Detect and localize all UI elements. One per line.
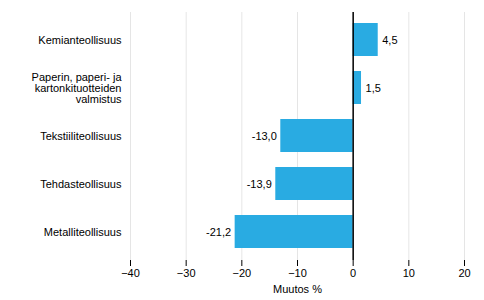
svg-text:−30: −30	[177, 267, 196, 279]
svg-text:−10: −10	[288, 267, 307, 279]
svg-text:20: 20	[458, 267, 470, 279]
svg-text:Tehdasteollisuus: Tehdasteollisuus	[40, 178, 122, 190]
svg-text:-13,0: -13,0	[252, 130, 277, 142]
svg-text:0: 0	[350, 267, 356, 279]
svg-text:Paperin, paperi- jakartonkituo: Paperin, paperi- jakartonkituotteidenval…	[32, 71, 123, 105]
svg-text:1,5: 1,5	[366, 82, 381, 94]
svg-text:-21,2: -21,2	[206, 226, 231, 238]
svg-text:Muutos %: Muutos %	[273, 283, 322, 295]
svg-text:Metalliteollisuus: Metalliteollisuus	[44, 226, 122, 238]
svg-text:−20: −20	[232, 267, 251, 279]
svg-text:−40: −40	[121, 267, 140, 279]
svg-text:Kemianteollisuus: Kemianteollisuus	[38, 34, 122, 46]
svg-text:-13,9: -13,9	[247, 178, 272, 190]
svg-text:4,5: 4,5	[382, 34, 397, 46]
svg-text:10: 10	[403, 267, 415, 279]
svg-text:Tekstiiliteollisuus: Tekstiiliteollisuus	[40, 130, 122, 142]
